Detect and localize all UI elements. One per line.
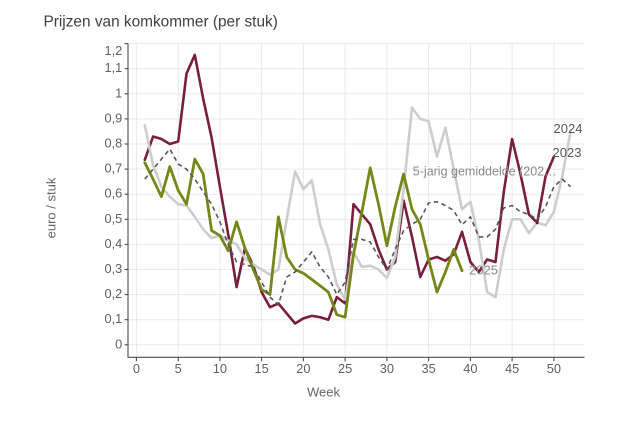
svg-text:5: 5 <box>175 361 182 376</box>
svg-text:1,1: 1,1 <box>105 60 123 75</box>
svg-text:5-jarig gemiddelde (202…: 5-jarig gemiddelde (202… <box>413 164 557 178</box>
svg-text:1: 1 <box>115 85 122 100</box>
svg-text:25: 25 <box>338 361 352 376</box>
svg-text:0,4: 0,4 <box>105 236 123 251</box>
svg-text:Week: Week <box>307 385 340 400</box>
svg-text:35: 35 <box>421 361 435 376</box>
svg-text:40: 40 <box>463 361 477 376</box>
svg-text:0,1: 0,1 <box>105 311 123 326</box>
svg-text:45: 45 <box>505 361 519 376</box>
svg-text:2023: 2023 <box>553 145 582 160</box>
svg-text:10: 10 <box>213 361 227 376</box>
svg-text:20: 20 <box>296 361 310 376</box>
svg-text:0: 0 <box>133 361 140 376</box>
svg-text:0: 0 <box>115 336 122 351</box>
svg-text:15: 15 <box>254 361 268 376</box>
svg-text:2025: 2025 <box>469 263 498 278</box>
svg-text:2024: 2024 <box>554 121 583 136</box>
svg-text:0,3: 0,3 <box>105 261 123 276</box>
svg-text:0,2: 0,2 <box>105 286 123 301</box>
svg-text:30: 30 <box>380 361 394 376</box>
svg-text:Prijzen van komkommer (per stu: Prijzen van komkommer (per stuk) <box>44 14 278 31</box>
svg-text:0,9: 0,9 <box>105 110 123 125</box>
svg-text:0,8: 0,8 <box>105 136 123 151</box>
svg-text:0,6: 0,6 <box>105 186 123 201</box>
svg-text:0,7: 0,7 <box>105 161 123 176</box>
svg-text:0,5: 0,5 <box>105 211 123 226</box>
svg-text:50: 50 <box>547 361 561 376</box>
svg-text:euro / stuk: euro / stuk <box>44 177 59 238</box>
svg-text:1,2: 1,2 <box>105 43 123 58</box>
